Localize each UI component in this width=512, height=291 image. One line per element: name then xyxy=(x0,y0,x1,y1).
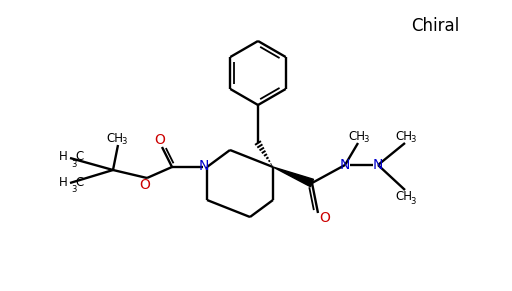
Text: H: H xyxy=(59,175,68,189)
Text: 3: 3 xyxy=(71,160,76,169)
Text: O: O xyxy=(155,133,165,147)
Text: N: N xyxy=(340,158,350,172)
Text: Chiral: Chiral xyxy=(411,17,459,35)
Text: CH: CH xyxy=(106,132,123,145)
Text: O: O xyxy=(319,211,330,225)
Text: 3: 3 xyxy=(410,196,416,205)
Text: 3: 3 xyxy=(364,136,369,145)
Polygon shape xyxy=(273,167,313,187)
Text: CH: CH xyxy=(395,129,413,143)
Text: 3: 3 xyxy=(121,136,126,146)
Text: H: H xyxy=(59,150,68,164)
Text: O: O xyxy=(140,178,151,192)
Text: C: C xyxy=(75,175,83,189)
Text: CH: CH xyxy=(349,129,366,143)
Text: CH: CH xyxy=(395,191,413,203)
Text: 3: 3 xyxy=(71,185,76,194)
Text: C: C xyxy=(75,150,83,164)
Text: 3: 3 xyxy=(410,136,416,145)
Text: N: N xyxy=(199,159,209,173)
Text: N: N xyxy=(373,158,383,172)
